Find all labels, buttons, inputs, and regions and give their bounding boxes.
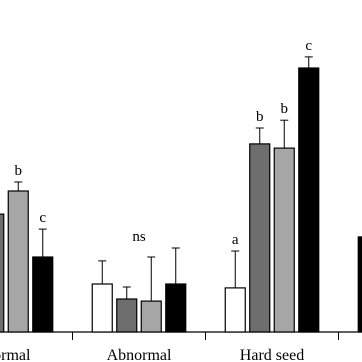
bar (140, 300, 162, 333)
significance-label: b (15, 163, 23, 179)
bar (32, 256, 54, 333)
bar (273, 147, 295, 333)
annotation: ns (132, 229, 146, 245)
significance-label: b (281, 101, 289, 117)
bar (165, 283, 187, 333)
significance-label: c (39, 210, 46, 226)
significance-label: c (305, 38, 312, 54)
bar (91, 283, 113, 333)
bar (357, 236, 362, 333)
x-tick-label: Hard seed (240, 347, 304, 362)
bar (116, 298, 138, 333)
bar (0, 213, 5, 333)
bar (249, 143, 271, 333)
bar (7, 190, 29, 333)
significance-label: b (256, 109, 264, 125)
x-tick-label: Normal (0, 347, 31, 362)
significance-label: a (232, 232, 239, 248)
bar (298, 67, 320, 333)
bar (224, 287, 246, 333)
x-tick-label: Abnormal (107, 347, 172, 362)
